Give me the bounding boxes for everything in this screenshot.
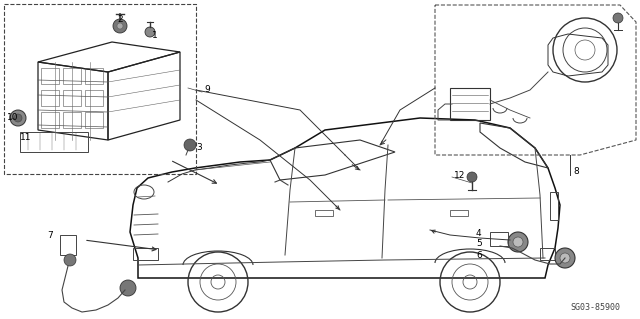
- Bar: [133, 248, 158, 260]
- Bar: [85, 68, 103, 84]
- Circle shape: [64, 254, 76, 266]
- Bar: [41, 90, 59, 106]
- Text: 2: 2: [117, 14, 123, 24]
- Circle shape: [560, 253, 570, 263]
- Bar: [315, 210, 333, 216]
- Circle shape: [113, 19, 127, 33]
- Circle shape: [508, 232, 528, 252]
- Bar: [41, 68, 59, 84]
- Circle shape: [117, 23, 123, 29]
- Bar: [450, 88, 490, 120]
- Bar: [63, 68, 81, 84]
- Circle shape: [513, 237, 523, 247]
- Text: 3: 3: [196, 144, 202, 152]
- Bar: [85, 112, 103, 128]
- Text: 4: 4: [476, 228, 482, 238]
- Text: 12: 12: [454, 172, 465, 181]
- Text: 7: 7: [47, 232, 52, 241]
- Circle shape: [555, 248, 575, 268]
- Bar: [63, 90, 81, 106]
- Circle shape: [14, 114, 22, 122]
- Bar: [490, 232, 508, 246]
- Bar: [60, 235, 76, 255]
- Text: 6: 6: [476, 250, 482, 259]
- Circle shape: [145, 27, 155, 37]
- Bar: [550, 192, 558, 220]
- Text: 10: 10: [7, 114, 19, 122]
- Text: 1: 1: [152, 31, 157, 40]
- Circle shape: [184, 139, 196, 151]
- Text: 8: 8: [573, 167, 579, 176]
- Text: 11: 11: [20, 133, 31, 143]
- Circle shape: [467, 172, 477, 182]
- Text: SG03-85900: SG03-85900: [570, 303, 620, 313]
- Bar: [4, 4, 196, 174]
- Bar: [41, 112, 59, 128]
- Bar: [540, 248, 555, 260]
- Circle shape: [613, 13, 623, 23]
- Bar: [20, 132, 88, 152]
- Bar: [85, 90, 103, 106]
- Circle shape: [10, 110, 26, 126]
- Circle shape: [120, 280, 136, 296]
- Text: 9: 9: [204, 85, 210, 94]
- Bar: [450, 210, 468, 216]
- Text: 5: 5: [476, 240, 482, 249]
- Bar: [63, 112, 81, 128]
